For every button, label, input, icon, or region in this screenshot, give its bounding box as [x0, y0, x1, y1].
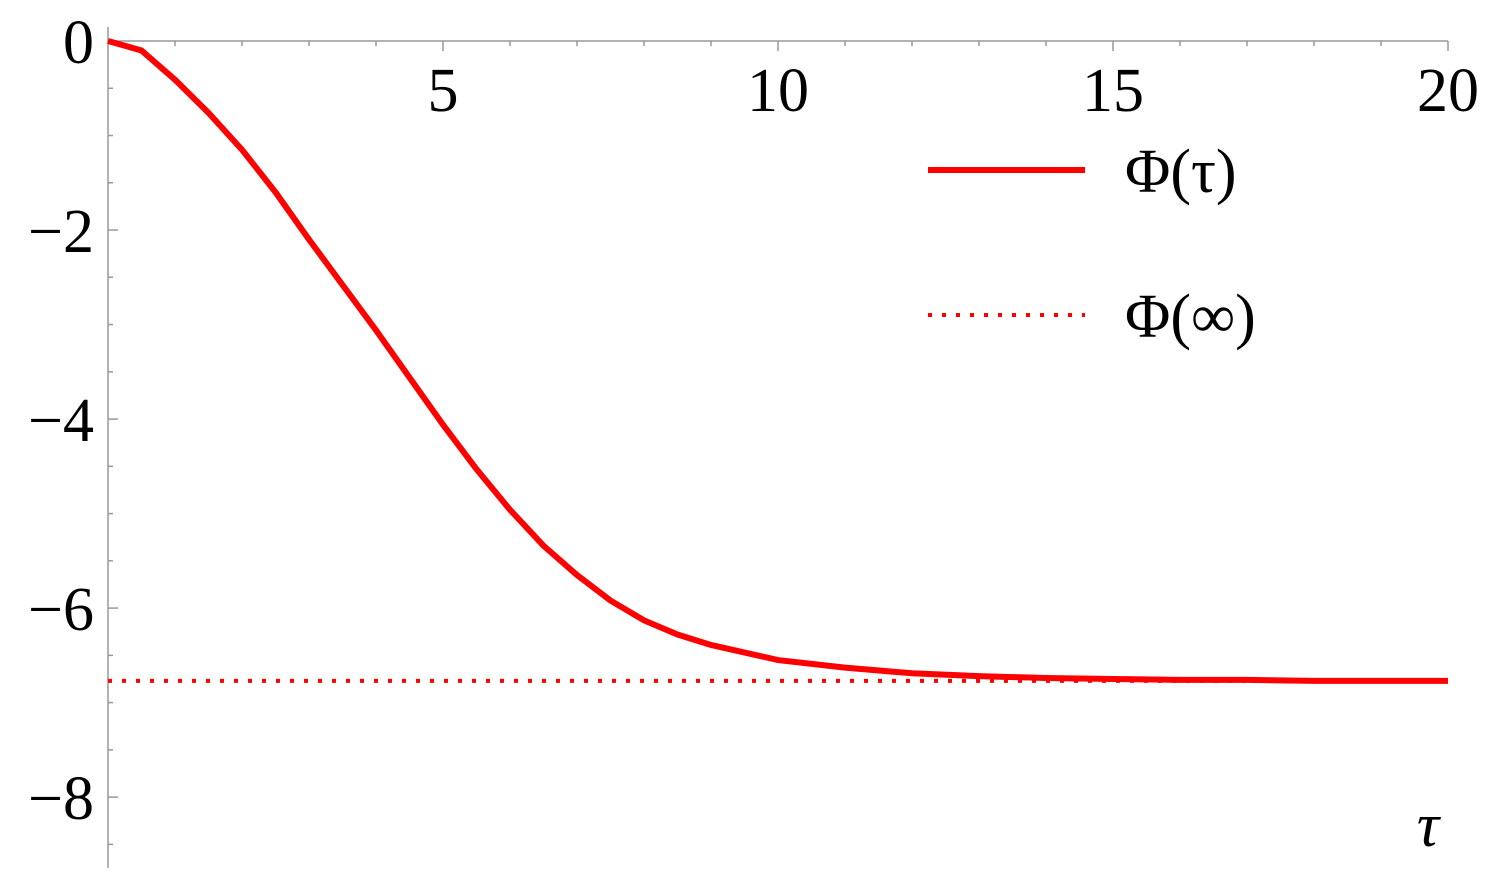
x-tick-label: 20 [1417, 57, 1479, 125]
y-tick-label: −6 [28, 576, 94, 644]
legend-label: Φ(∞) [1125, 283, 1256, 351]
y-tick-label: 0 [63, 9, 94, 77]
y-tick-label: −8 [28, 765, 94, 833]
y-tick-label: −2 [28, 198, 94, 266]
x-tick-label: 10 [747, 57, 809, 125]
x-tick-label: 5 [428, 57, 459, 125]
y-tick-label: −4 [28, 387, 94, 455]
legend-label: Φ(τ) [1125, 138, 1237, 206]
series-line [107, 38, 1448, 684]
x-tick-label: 15 [1082, 57, 1144, 125]
x-axis-label: τ [1417, 792, 1442, 860]
